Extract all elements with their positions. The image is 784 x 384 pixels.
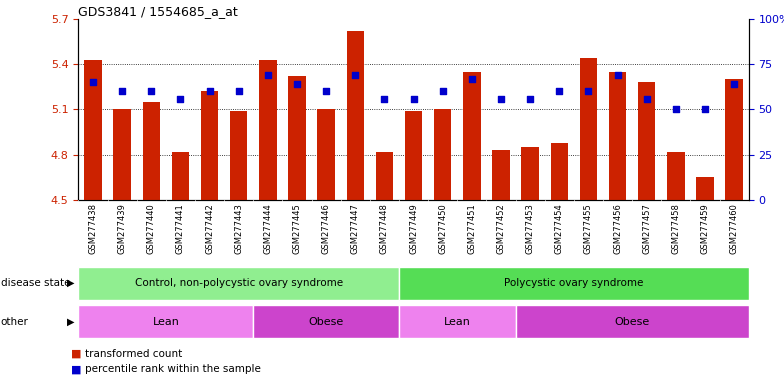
Text: GSM277460: GSM277460 [730, 203, 739, 254]
Bar [579, 58, 597, 200]
Point [408, 96, 420, 102]
Text: GSM277438: GSM277438 [89, 203, 97, 254]
Bar [399, 305, 516, 338]
Point [553, 88, 565, 94]
Text: GSM277451: GSM277451 [467, 203, 477, 253]
Bar [347, 31, 364, 200]
Text: GSM277456: GSM277456 [613, 203, 622, 254]
Text: GSM277441: GSM277441 [176, 203, 185, 253]
Point [145, 88, 158, 94]
Text: Lean: Lean [152, 316, 180, 327]
Text: GSM277457: GSM277457 [642, 203, 652, 254]
Point [203, 88, 216, 94]
Point [262, 72, 274, 78]
Point [291, 81, 303, 87]
Bar [84, 60, 102, 200]
Text: GSM277458: GSM277458 [671, 203, 681, 254]
Point [670, 106, 682, 113]
Text: GSM277447: GSM277447 [350, 203, 360, 254]
Point [495, 96, 507, 102]
Text: GSM277440: GSM277440 [147, 203, 156, 253]
Bar [201, 91, 218, 200]
Text: ▶: ▶ [67, 278, 74, 288]
Bar [172, 152, 189, 200]
Bar [376, 152, 393, 200]
Point [174, 96, 187, 102]
Text: disease state: disease state [1, 278, 71, 288]
Bar [259, 60, 277, 200]
Point [87, 79, 100, 86]
Text: Obese: Obese [308, 316, 343, 327]
Bar [405, 111, 423, 200]
Bar [318, 109, 335, 200]
Bar [516, 305, 749, 338]
Text: ▶: ▶ [67, 316, 74, 327]
Point [699, 106, 711, 113]
Point [232, 88, 245, 94]
Text: GSM277452: GSM277452 [496, 203, 506, 253]
Point [524, 96, 536, 102]
Text: ■: ■ [71, 349, 81, 359]
Text: GSM277443: GSM277443 [234, 203, 243, 254]
Text: Obese: Obese [615, 316, 650, 327]
Text: ■: ■ [71, 364, 81, 374]
Point [728, 81, 740, 87]
Bar [143, 102, 160, 200]
Text: GSM277444: GSM277444 [263, 203, 272, 253]
Text: GSM277453: GSM277453 [525, 203, 535, 254]
Bar [550, 142, 568, 200]
Bar [638, 83, 655, 200]
Text: GDS3841 / 1554685_a_at: GDS3841 / 1554685_a_at [78, 5, 238, 18]
Bar [609, 72, 626, 200]
Point [641, 96, 653, 102]
Bar [434, 109, 452, 200]
Bar [114, 109, 131, 200]
Text: GSM277448: GSM277448 [380, 203, 389, 254]
Bar [399, 267, 749, 300]
Text: GSM277449: GSM277449 [409, 203, 418, 253]
Bar [696, 177, 713, 200]
Text: GSM277446: GSM277446 [321, 203, 331, 254]
Text: GSM277459: GSM277459 [700, 203, 710, 253]
Point [466, 76, 478, 83]
Bar [230, 111, 248, 200]
Text: Control, non-polycystic ovary syndrome: Control, non-polycystic ovary syndrome [135, 278, 343, 288]
Point [320, 88, 332, 94]
Bar [521, 147, 539, 200]
Bar [289, 76, 306, 200]
Bar [78, 305, 253, 338]
Text: Polycystic ovary syndrome: Polycystic ovary syndrome [504, 278, 644, 288]
Text: GSM277455: GSM277455 [584, 203, 593, 253]
Bar [253, 305, 399, 338]
Bar [463, 72, 481, 200]
Text: GSM277439: GSM277439 [118, 203, 127, 254]
Text: percentile rank within the sample: percentile rank within the sample [85, 364, 260, 374]
Point [349, 72, 361, 78]
Bar [667, 152, 684, 200]
Text: GSM277454: GSM277454 [555, 203, 564, 253]
Bar [492, 150, 510, 200]
Text: other: other [1, 316, 29, 327]
Text: GSM277445: GSM277445 [292, 203, 302, 253]
Bar [725, 79, 743, 200]
Text: GSM277450: GSM277450 [438, 203, 447, 253]
Point [378, 96, 390, 102]
Point [116, 88, 129, 94]
Point [583, 88, 595, 94]
Point [437, 88, 449, 94]
Point [612, 72, 624, 78]
Text: GSM277442: GSM277442 [205, 203, 214, 253]
Text: transformed count: transformed count [85, 349, 182, 359]
Bar [78, 267, 399, 300]
Text: Lean: Lean [444, 316, 470, 327]
